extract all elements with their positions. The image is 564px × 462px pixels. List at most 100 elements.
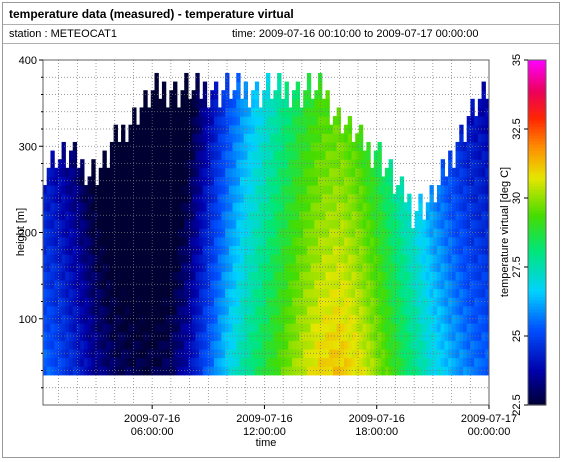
heatmap-cell (321, 297, 327, 307)
heatmap-cell (176, 236, 182, 247)
heatmap-cell (459, 366, 464, 376)
heatmap-cell (54, 314, 59, 324)
heatmap-cell (72, 305, 78, 316)
heatmap-cell (150, 236, 156, 247)
heatmap-cell (232, 210, 237, 221)
heatmap-cell (277, 210, 282, 221)
heatmap-cell (295, 366, 301, 376)
heatmap-cell (332, 228, 338, 238)
heatmap-cell (43, 348, 48, 359)
heatmap-cell (113, 323, 118, 333)
heatmap-cell (169, 116, 174, 126)
heatmap-cell (117, 271, 122, 281)
heatmap-cell (310, 288, 315, 298)
heatmap-cell (54, 297, 59, 307)
heatmap-cell (54, 202, 59, 212)
heatmap-cell (303, 167, 308, 178)
heatmap-cell (310, 340, 315, 350)
heatmap-cell (318, 254, 323, 264)
heatmap-cell (57, 219, 63, 229)
heatmap-cell (303, 176, 308, 186)
heatmap-cell (232, 366, 237, 376)
heatmap-cell (50, 150, 55, 160)
heatmap-cell (247, 228, 252, 238)
heatmap-cell (351, 150, 356, 160)
heatmap-cell (455, 236, 460, 247)
heatmap-cell (135, 340, 141, 350)
heatmap-cell (199, 366, 204, 376)
heatmap-cell (384, 340, 390, 350)
colorbar-band (528, 168, 546, 172)
heatmap-cell (221, 116, 226, 126)
heatmap-cell (451, 331, 457, 341)
heatmap-cell (43, 279, 48, 290)
heatmap-cell (466, 314, 472, 324)
heatmap-cell (344, 357, 349, 367)
colorbar-band (528, 150, 546, 154)
heatmap-cell (418, 202, 423, 212)
heatmap-cell (355, 193, 360, 203)
heatmap-cell (135, 288, 141, 298)
heatmap-cell (135, 366, 141, 376)
heatmap-cell (191, 305, 196, 316)
heatmap-cell (373, 366, 379, 376)
heatmap-cell (373, 236, 379, 247)
heatmap-cell (161, 81, 167, 91)
colorbar-band (528, 180, 546, 184)
heatmap-cell (124, 193, 130, 203)
heatmap-cell (113, 167, 118, 178)
heatmap-cell (173, 150, 178, 160)
heatmap-cell (195, 176, 200, 186)
heatmap-cell (396, 185, 401, 195)
heatmap-cell (184, 116, 189, 126)
heatmap-cell (46, 314, 52, 324)
heatmap-cell (217, 262, 222, 272)
heatmap-cell (321, 366, 327, 376)
heatmap-cell (262, 167, 267, 178)
heatmap-cell (199, 176, 204, 186)
heatmap-cell (292, 167, 297, 178)
heatmap-cell (83, 366, 89, 376)
heatmap-cell (213, 340, 219, 350)
heatmap-cell (269, 271, 275, 281)
heatmap-cell (288, 305, 293, 316)
heatmap-cell (46, 193, 52, 203)
heatmap-cell (459, 236, 464, 247)
heatmap-cell (474, 323, 479, 333)
heatmap-cell (362, 236, 367, 247)
heatmap-cell (329, 271, 334, 281)
heatmap-cell (459, 348, 464, 359)
heatmap-cell (485, 288, 489, 298)
heatmap-cell (210, 254, 215, 264)
heatmap-cell (299, 219, 304, 229)
heatmap-cell (433, 348, 438, 359)
heatmap-cell (459, 297, 464, 307)
heatmap-cell (351, 185, 356, 195)
heatmap-cell (355, 133, 360, 143)
heatmap-cell (251, 150, 256, 160)
heatmap-cell (414, 271, 419, 281)
heatmap-cell (46, 185, 52, 195)
heatmap-cell (258, 331, 263, 341)
heatmap-cell (143, 271, 148, 281)
heatmap-cell (466, 116, 472, 126)
colorbar-band (528, 255, 546, 259)
heatmap-cell (54, 176, 59, 186)
heatmap-cell (54, 288, 59, 298)
heatmap-cell (91, 159, 96, 169)
heatmap-cell (106, 185, 111, 195)
heatmap-cell (414, 262, 419, 272)
heatmap-cell (232, 271, 237, 281)
heatmap-cell (254, 210, 260, 221)
heatmap-cell (388, 357, 393, 367)
heatmap-cell (384, 236, 390, 247)
heatmap-cell (132, 366, 137, 376)
heatmap-cell (273, 305, 278, 316)
heatmap-cell (318, 271, 323, 281)
heatmap-cell (132, 202, 137, 212)
heatmap-cell (98, 185, 104, 195)
heatmap-cell (481, 159, 486, 169)
heatmap-cell (69, 202, 74, 212)
heatmap-cell (210, 271, 215, 281)
heatmap-cell (277, 254, 282, 264)
